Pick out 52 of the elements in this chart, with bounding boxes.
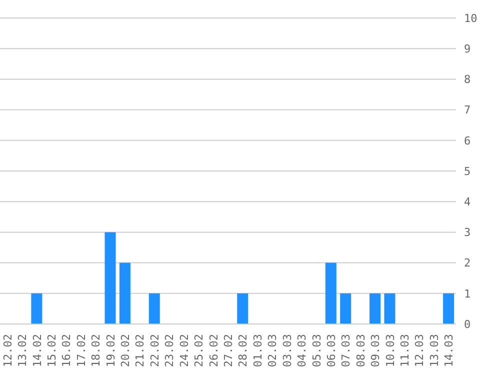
x-tick-label: 12.03 xyxy=(413,334,426,368)
x-tick-label: 07.03 xyxy=(340,334,353,368)
bar xyxy=(325,262,336,324)
x-tick-label: 26.02 xyxy=(207,334,220,368)
x-tick-label: 02.03 xyxy=(266,334,280,368)
x-tick-label: 04.03 xyxy=(296,334,309,368)
x-tick-label: 09.03 xyxy=(369,334,382,368)
bar xyxy=(119,262,130,324)
x-tick-label: 25.02 xyxy=(192,334,206,368)
x-tick-label: 21.02 xyxy=(134,334,147,368)
x-tick-label: 11.03 xyxy=(398,334,412,368)
y-tick-label: 2 xyxy=(464,256,471,270)
y-tick-label: 8 xyxy=(464,73,471,86)
x-tick-label: 14.03 xyxy=(442,334,456,368)
x-tick-label: 12.02 xyxy=(1,334,14,368)
x-tick-label: 19.02 xyxy=(104,334,118,368)
y-tick-label: 7 xyxy=(464,104,471,117)
bar xyxy=(370,293,381,324)
x-tick-label: 18.02 xyxy=(90,334,103,368)
x-tick-label: 24.02 xyxy=(178,334,191,368)
y-tick-label: 4 xyxy=(464,196,471,209)
x-tick-label: 22.02 xyxy=(148,334,162,368)
y-tick-label: 0 xyxy=(464,318,471,331)
x-tick-label: 01.03 xyxy=(251,334,264,368)
x-tick-label: 27.02 xyxy=(222,334,235,368)
bar xyxy=(384,293,396,324)
bar xyxy=(340,293,352,324)
x-tick-label: 17.02 xyxy=(74,334,88,368)
x-tick-label: 14.02 xyxy=(30,334,44,368)
x-tick-label: 15.02 xyxy=(45,334,58,368)
x-tick-label: 13.03 xyxy=(428,334,441,368)
x-tick-label: 16.02 xyxy=(60,334,74,368)
bar xyxy=(443,293,454,324)
x-tick-label: 06.03 xyxy=(324,334,338,368)
bar xyxy=(104,232,116,324)
y-tick-label: 9 xyxy=(464,42,471,56)
x-tick-label: 23.02 xyxy=(163,334,176,368)
bar xyxy=(148,293,160,324)
y-tick-label: 10 xyxy=(464,12,478,25)
y-tick-label: 6 xyxy=(464,134,471,148)
y-tick-label: 3 xyxy=(464,226,471,240)
x-tick-label: 28.02 xyxy=(236,334,250,368)
x-tick-label: 20.02 xyxy=(119,334,132,368)
bar xyxy=(237,293,248,324)
x-tick-label: 05.03 xyxy=(310,334,324,368)
x-tick-label: 10.03 xyxy=(384,334,397,368)
x-tick-label: 03.03 xyxy=(280,334,294,368)
x-tick-label: 13.02 xyxy=(16,334,30,368)
bar xyxy=(31,293,42,324)
y-tick-label: 5 xyxy=(464,164,471,178)
y-tick-label: 1 xyxy=(464,287,471,300)
x-tick-label: 08.03 xyxy=(354,334,368,368)
